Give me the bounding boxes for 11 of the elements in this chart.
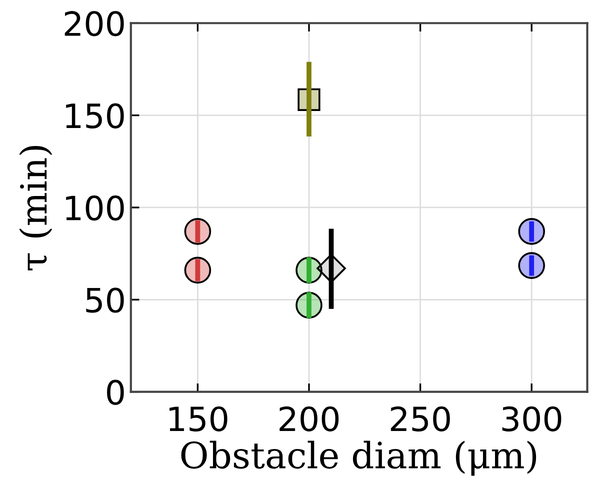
x-tick-label: 300 [502, 406, 562, 432]
x-tick-label: 200 [280, 406, 339, 432]
y-tick-label: 50 [86, 288, 124, 313]
y-axis-title: τ (min) [19, 146, 52, 270]
x-axis-title: Obstacle diam (μm) [181, 440, 536, 476]
x-tick-label: 150 [170, 406, 228, 432]
y-tick-label: 200 [64, 11, 124, 36]
y-tick-label: 100 [66, 195, 124, 221]
y-tick-label: 150 [66, 103, 124, 128]
x-tick-label: 250 [390, 406, 450, 432]
y-tick-label: 0 [107, 380, 124, 405]
